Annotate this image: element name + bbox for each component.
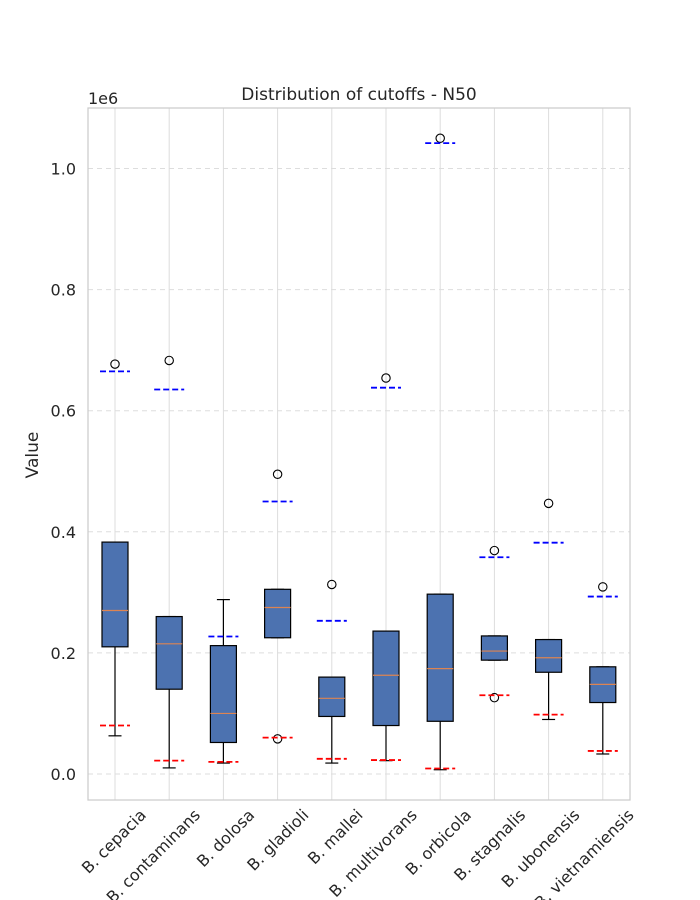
outlier-point	[543, 498, 554, 509]
box-group	[479, 545, 510, 703]
y-tick-label: 1.0	[51, 160, 76, 179]
box	[318, 676, 346, 718]
box-group	[587, 582, 618, 755]
outlier-point	[489, 545, 500, 556]
outlier-point	[110, 359, 120, 369]
box	[155, 615, 183, 690]
y-tick-label: 0.0	[51, 765, 76, 784]
box	[209, 645, 237, 744]
y-tick-label: 0.6	[51, 402, 76, 421]
box	[372, 630, 400, 727]
y-axis-title: Value	[23, 432, 43, 479]
outlier-point	[489, 692, 500, 703]
x-tick-label: B. contaminans	[103, 805, 204, 900]
box	[101, 541, 129, 648]
box-group	[154, 355, 185, 769]
y-tick-label: 0.2	[51, 644, 76, 663]
outlier-point	[164, 355, 174, 366]
chart-title: Distribution of cutoffs - N50	[241, 85, 476, 105]
box-group	[371, 373, 401, 762]
outlier-point	[272, 734, 283, 744]
plot-frame	[87, 107, 631, 801]
outlier-point	[272, 469, 283, 480]
plot-area	[100, 133, 618, 771]
y-tick-label: 0.8	[51, 281, 76, 300]
outlier-point	[598, 582, 608, 592]
box	[264, 588, 292, 639]
box	[480, 635, 508, 661]
box-group	[262, 469, 293, 744]
outlier-point	[381, 373, 391, 383]
box	[426, 593, 454, 722]
y-axis-ticks: 0.0 0.2 0.4 0.6 0.8 1.0	[51, 160, 76, 784]
box-group	[425, 133, 456, 771]
box	[534, 638, 563, 673]
outlier-point	[327, 579, 337, 590]
y-axis-offset-text: 1e6	[88, 89, 118, 108]
box-group	[100, 359, 130, 737]
box-group	[316, 579, 347, 764]
box-group	[533, 498, 564, 721]
y-tick-label: 0.4	[51, 523, 76, 542]
box-group	[208, 599, 239, 764]
